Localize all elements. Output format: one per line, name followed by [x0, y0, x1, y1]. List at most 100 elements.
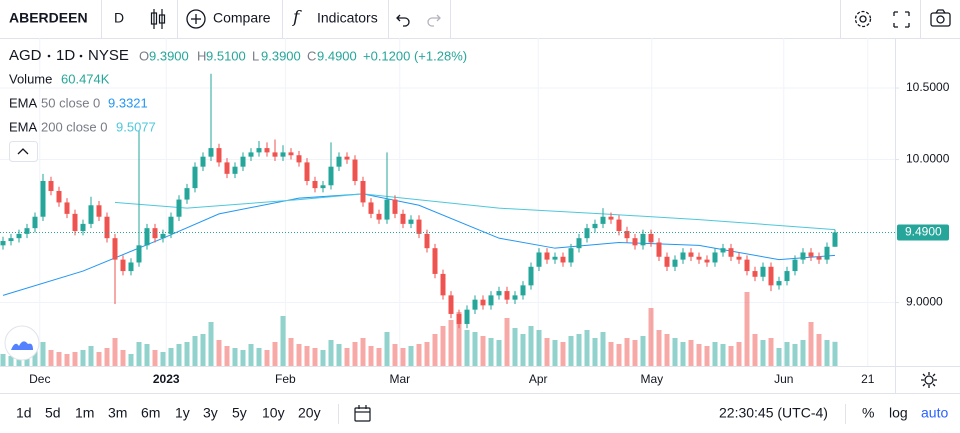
candle-body: [616, 219, 622, 232]
x-tick-label: 2023: [153, 372, 180, 386]
candle-body: [24, 228, 30, 234]
volume-bar: [88, 346, 94, 366]
compare-icon[interactable]: [186, 9, 206, 29]
range-button[interactable]: 6m: [141, 405, 160, 421]
candle-body: [272, 152, 278, 157]
volume-bar: [176, 344, 182, 366]
range-button[interactable]: 3m: [108, 405, 127, 421]
candle-body: [64, 202, 70, 214]
range-button[interactable]: 20y: [298, 405, 321, 421]
volume-bar: [336, 344, 342, 366]
volume-bar: [440, 326, 446, 366]
volume-bar: [816, 334, 822, 366]
candle-body: [248, 152, 254, 157]
range-button[interactable]: 3y: [203, 405, 218, 421]
candles: [0, 73, 838, 329]
snapshot-icon[interactable]: [930, 9, 951, 27]
candle-body: [320, 185, 326, 189]
time-axis-settings[interactable]: [921, 372, 937, 388]
candle-body: [56, 190, 62, 203]
volume-bar: [584, 330, 590, 366]
interval-button[interactable]: D: [114, 10, 124, 26]
candle-body: [824, 246, 830, 260]
candle-body: [584, 228, 590, 239]
candle-body: [648, 233, 654, 243]
compare-button[interactable]: Compare: [213, 10, 271, 26]
volume-bar: [312, 348, 318, 366]
indicators-button[interactable]: Indicators: [317, 10, 378, 26]
candle-body: [424, 233, 430, 249]
candle-body: [472, 299, 478, 310]
symbol-button[interactable]: ABERDEEN: [9, 10, 88, 26]
candle-body: [808, 252, 814, 257]
range-button[interactable]: 5d: [45, 405, 61, 421]
x-tick-label: May: [640, 372, 663, 386]
date-range-icon[interactable]: [354, 405, 371, 422]
candle-body: [224, 162, 230, 174]
volume-bar: [656, 330, 662, 366]
candle-body: [48, 180, 54, 191]
candle-body: [376, 213, 382, 220]
volume-bar: [384, 332, 390, 366]
candle-body: [112, 238, 118, 260]
volume-bar: [424, 342, 430, 366]
candle-body: [232, 166, 238, 174]
candle-body: [344, 156, 350, 160]
volume-bar: [800, 340, 806, 366]
candle-body: [632, 238, 638, 246]
percent-toggle[interactable]: %: [862, 405, 874, 421]
volume-bar: [56, 352, 62, 366]
volume-bar: [824, 340, 830, 366]
range-button[interactable]: 1m: [75, 405, 94, 421]
candle-body: [280, 152, 286, 157]
legend-exchange: NYSE: [88, 47, 129, 64]
candle-body: [0, 241, 6, 246]
legend-symbol: AGD: [9, 47, 42, 64]
collapse-legend-button[interactable]: [9, 141, 38, 162]
candle-body: [184, 188, 190, 200]
volume-bar: [272, 342, 278, 366]
range-button[interactable]: 1d: [16, 405, 32, 421]
range-button[interactable]: 5y: [232, 405, 247, 421]
redo-icon[interactable]: [427, 14, 441, 27]
fullscreen-icon[interactable]: [893, 11, 910, 28]
volume-bar: [632, 340, 638, 366]
candle-body: [136, 245, 142, 263]
candle-body: [480, 299, 486, 306]
volume-bar: [552, 340, 558, 366]
ohlc-value: 9.4900: [317, 48, 357, 63]
logo-button[interactable]: [4, 325, 40, 361]
log-toggle[interactable]: log: [889, 405, 908, 421]
volume-bar: [400, 348, 406, 366]
volume-bar: [392, 344, 398, 366]
volume-bar: [32, 348, 38, 366]
candle-body: [504, 291, 510, 300]
volume-bar: [0, 354, 6, 366]
range-button[interactable]: 10y: [262, 405, 285, 421]
candle-body: [200, 156, 206, 167]
chart-type-icon[interactable]: [150, 9, 166, 29]
volume-bar: [240, 350, 246, 366]
indicator-name: Volume: [9, 71, 52, 86]
candle-body: [208, 148, 214, 157]
range-button[interactable]: 1y: [175, 405, 190, 421]
indicator-value: 9.5077: [116, 119, 156, 134]
volume-bar: [256, 348, 262, 366]
x-tick-label: Mar: [389, 372, 410, 386]
volume-bar: [576, 334, 582, 366]
volume-bar: [768, 338, 774, 366]
candle-body: [456, 313, 462, 324]
candle-body: [696, 256, 702, 260]
volume-bar: [464, 330, 470, 366]
undo-icon[interactable]: [396, 14, 410, 27]
indicators-icon[interactable]: f: [291, 8, 302, 28]
volume-bar: [48, 350, 54, 366]
y-tick-label: 10.5000: [906, 80, 950, 94]
settings-icon[interactable]: [854, 10, 872, 28]
candle-body: [704, 259, 710, 263]
candle-body: [512, 295, 518, 300]
candle-body: [392, 199, 398, 214]
auto-toggle[interactable]: auto: [921, 405, 948, 421]
volume-bar: [696, 344, 702, 366]
